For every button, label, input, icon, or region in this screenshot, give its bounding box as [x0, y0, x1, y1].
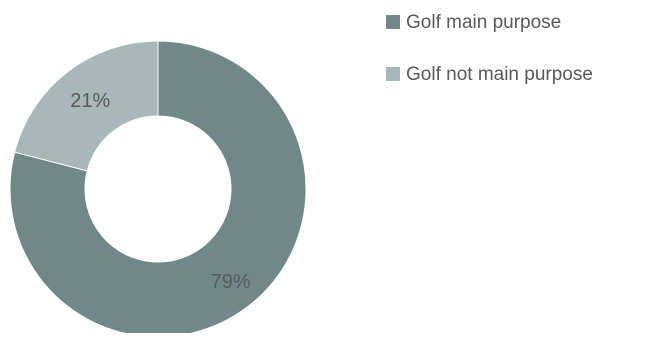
legend-swatch-golf-not-main-purpose [386, 67, 400, 81]
legend-label-golf-main-purpose: Golf main purpose [406, 11, 562, 33]
label-golf-main-purpose: 79% [211, 271, 251, 293]
label-golf-not-main-purpose: 21% [70, 90, 110, 112]
legend-item-golf-main-purpose: Golf main purpose [386, 8, 593, 36]
legend: Golf main purpose Golf not main purpose [386, 8, 593, 112]
slice-golf-main-purpose [9, 40, 307, 338]
legend-swatch-golf-main-purpose [386, 15, 400, 29]
legend-label-golf-not-main-purpose: Golf not main purpose [406, 63, 593, 85]
slice-golf-not-main-purpose [14, 40, 159, 172]
legend-item-golf-not-main-purpose: Golf not main purpose [386, 60, 593, 88]
